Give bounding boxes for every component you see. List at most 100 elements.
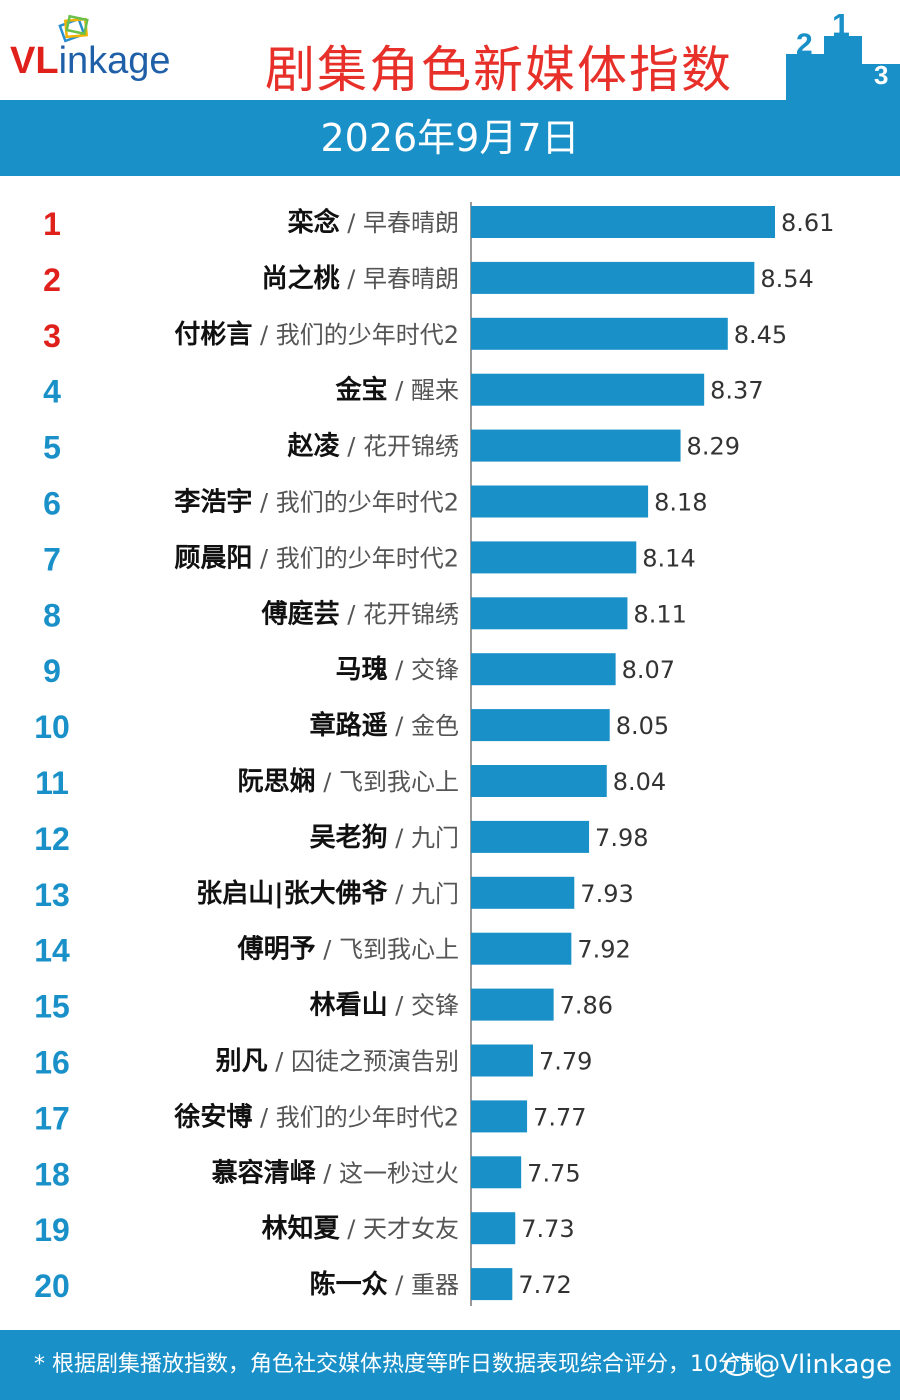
- character-name: 徐安博: [173, 1101, 252, 1132]
- chart-row: 14 傅明予 / 飞到我心上 7.92: [34, 932, 631, 969]
- row-label: 栾念 / 早春晴朗: [287, 207, 459, 238]
- rank-number: 3: [43, 318, 61, 354]
- chart-row: 15 林看山 / 交锋 7.86: [34, 988, 613, 1025]
- bar: [471, 709, 610, 742]
- rank-number: 10: [34, 709, 70, 745]
- show-name: / 我们的少年时代2: [252, 321, 459, 349]
- value-label: 8.14: [642, 544, 695, 572]
- logo-mark-icon: [56, 14, 92, 48]
- character-name: 章路遥: [310, 710, 388, 741]
- show-name: / 重器: [388, 1271, 459, 1299]
- row-label: 付彬言 / 我们的少年时代2: [174, 320, 459, 350]
- value-label: 7.75: [527, 1159, 580, 1187]
- rank-number: 8: [43, 597, 61, 633]
- show-name: / 天才女友: [340, 1215, 459, 1243]
- row-label: 马瑰 / 交锋: [336, 655, 459, 685]
- rank-number: 16: [34, 1045, 70, 1081]
- rank-number: 17: [34, 1100, 70, 1136]
- row-label: 金宝 / 醒来: [335, 375, 459, 406]
- page-title: 剧集角色新媒体指数: [265, 41, 733, 99]
- podium-2: 2: [796, 28, 813, 61]
- chart-row: 8 傅庭芸 / 花开锦绣 8.11: [43, 597, 687, 633]
- character-name: 陈一众: [310, 1269, 388, 1300]
- show-name: / 我们的少年时代2: [252, 1103, 459, 1131]
- rank-number: 6: [43, 486, 61, 522]
- bar: [471, 373, 705, 406]
- rank-number: 7: [43, 541, 61, 577]
- chart-row: 16 别凡 / 囚徒之预演告别 7.79: [34, 1044, 592, 1081]
- value-label: 7.77: [533, 1103, 586, 1131]
- value-label: 7.79: [539, 1048, 592, 1076]
- character-name: 付彬言: [174, 320, 252, 350]
- bar: [471, 541, 637, 574]
- logo: VLinkage: [10, 40, 171, 83]
- value-label: 7.92: [577, 936, 630, 964]
- value-label: 7.72: [518, 1271, 571, 1299]
- show-name: / 囚徒之预演告别: [268, 1048, 459, 1076]
- character-name: 阮思娴: [238, 767, 316, 797]
- value-label: 7.98: [595, 824, 648, 852]
- character-name: 傅明予: [237, 935, 316, 965]
- character-name: 张启山|张大佛爷: [196, 878, 388, 909]
- chart-row: 10 章路遥 / 金色 8.05: [34, 709, 669, 745]
- value-label: 8.54: [760, 265, 813, 293]
- bar: [471, 317, 728, 350]
- bar: [471, 988, 554, 1021]
- show-name: / 我们的少年时代2: [252, 489, 459, 517]
- value-label: 8.61: [781, 209, 834, 237]
- chart-row: 13 张启山|张大佛爷 / 九门 7.93: [34, 876, 634, 913]
- footer: * 根据剧集播放指数，角色社交媒体热度等昨日数据表现综合评分，10分制 @Vli…: [0, 1330, 900, 1400]
- bar: [471, 597, 628, 630]
- show-name: / 交锋: [388, 992, 459, 1020]
- bar: [471, 1268, 513, 1301]
- chart-row: 2 尚之桃 / 早春晴朗 8.54: [43, 261, 814, 298]
- rank-number: 12: [34, 821, 70, 857]
- date-label: 2026年9月7日: [320, 116, 580, 160]
- row-label: 顾晨阳 / 我们的少年时代2: [174, 543, 459, 573]
- show-name: / 飞到我心上: [316, 768, 459, 796]
- bar: [471, 1044, 533, 1077]
- character-name: 尚之桃: [262, 263, 340, 294]
- date-banner: 2026年9月7日: [0, 100, 900, 176]
- show-name: / 交锋: [388, 656, 459, 684]
- chart-row: 11 阮思娴 / 飞到我心上 8.04: [35, 765, 666, 801]
- character-name: 慕容清峄: [212, 1157, 317, 1188]
- rank-number: 1: [43, 206, 61, 242]
- header: VLinkage 剧集角色新媒体指数 2 1 3: [0, 0, 900, 100]
- chart-row: 20 陈一众 / 重器 7.72: [34, 1268, 572, 1304]
- character-name: 吴老狗: [310, 823, 388, 853]
- character-name: 傅庭芸: [261, 598, 340, 629]
- value-label: 8.07: [622, 656, 675, 684]
- row-label: 张启山|张大佛爷 / 九门: [196, 878, 459, 909]
- rank-number: 9: [43, 653, 61, 689]
- row-label: 阮思娴 / 飞到我心上: [238, 767, 459, 797]
- podium-1: 1: [832, 14, 850, 43]
- rank-number: 15: [34, 989, 70, 1025]
- chart-row: 3 付彬言 / 我们的少年时代2 8.45: [43, 317, 787, 354]
- show-name: / 醒来: [388, 377, 459, 405]
- value-label: 7.93: [580, 880, 633, 908]
- value-label: 8.04: [613, 768, 666, 796]
- bar: [471, 820, 590, 853]
- rank-number: 4: [43, 374, 61, 410]
- row-label: 章路遥 / 金色: [310, 710, 459, 741]
- podium-icon: 2 1 3: [782, 7, 900, 104]
- show-name: / 花开锦绣: [340, 600, 459, 628]
- show-name: / 九门: [388, 824, 459, 852]
- rank-number: 5: [43, 430, 61, 466]
- row-label: 徐安博 / 我们的少年时代2: [173, 1101, 459, 1132]
- footer-note: * 根据剧集播放指数，角色社交媒体热度等昨日数据表现综合评分，10分制: [34, 1352, 762, 1377]
- rank-number: 13: [34, 877, 70, 913]
- podium-3: 3: [874, 60, 888, 90]
- row-label: 李浩宇 / 我们的少年时代2: [173, 488, 459, 518]
- character-name: 林看山: [310, 991, 388, 1021]
- character-name: 金宝: [335, 375, 388, 406]
- weibo-icon: [724, 1355, 751, 1376]
- rank-number: 18: [34, 1156, 70, 1192]
- show-name: / 我们的少年时代2: [252, 544, 459, 572]
- ranking-chart: 1 栾念 / 早春晴朗 8.61 2 尚之桃 / 早春晴朗 8.54 3 付彬言 / 我们的少…: [34, 202, 834, 1306]
- character-name: 马瑰: [336, 655, 388, 685]
- row-label: 傅庭芸 / 花开锦绣: [261, 598, 459, 629]
- bar: [471, 1212, 516, 1245]
- bar: [471, 429, 681, 462]
